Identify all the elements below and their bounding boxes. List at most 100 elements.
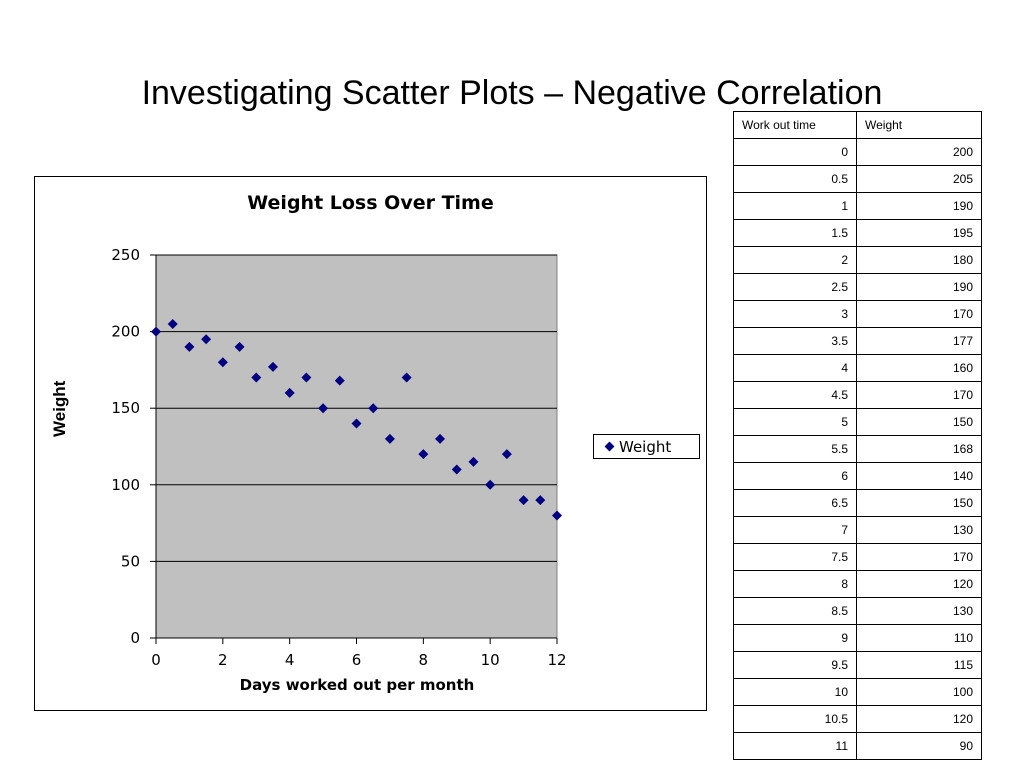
x-tick-label: 6 — [352, 651, 362, 669]
table-row: 10.5 120 — [733, 705, 982, 733]
table-cell-work-out-time: 3 — [733, 300, 857, 328]
data-point — [518, 495, 529, 506]
table-cell-weight: 130 — [856, 516, 982, 544]
legend-diamond-icon — [604, 441, 615, 452]
table-cell-work-out-time: 5 — [733, 408, 857, 436]
scatter-chart: 0 50 100 150 200 250 0 2 4 6 8 10 12 — [111, 246, 566, 669]
table-cell-weight: 205 — [856, 165, 982, 193]
table-row: 10 100 — [733, 678, 982, 706]
table-cell-work-out-time: 0 — [733, 138, 857, 166]
data-point — [301, 372, 312, 383]
chart-legend: Weight — [593, 434, 700, 459]
y-tick-label: 50 — [121, 552, 140, 570]
table-row: 2.5 190 — [733, 273, 982, 301]
table-cell-weight: 168 — [856, 435, 982, 463]
data-point — [552, 510, 562, 521]
table-cell-work-out-time: 2.5 — [733, 273, 857, 301]
data-point — [351, 418, 362, 429]
table-header-weight: Weight — [856, 111, 982, 139]
table-row: 7 130 — [733, 516, 982, 544]
table-row: 3 170 — [733, 300, 982, 328]
x-tick-label: 0 — [151, 651, 161, 669]
table-cell-weight: 140 — [856, 462, 982, 490]
table-row: 6 140 — [733, 462, 982, 490]
y-tick-label: 100 — [111, 476, 140, 494]
table-row: 9 110 — [733, 624, 982, 652]
data-point — [318, 403, 329, 414]
table-row: 8.5 130 — [733, 597, 982, 625]
table-cell-weight: 150 — [856, 408, 982, 436]
table-row: 0.5 205 — [733, 165, 982, 193]
data-point — [284, 387, 295, 398]
table-cell-weight: 115 — [856, 651, 982, 679]
table-cell-work-out-time: 11 — [733, 732, 857, 760]
table-row: 6.5 150 — [733, 489, 982, 517]
table-cell-work-out-time: 8.5 — [733, 597, 857, 625]
table-cell-weight: 170 — [856, 381, 982, 409]
table-row: 5 150 — [733, 408, 982, 436]
data-point — [418, 449, 429, 460]
table-cell-weight: 170 — [856, 543, 982, 571]
y-tick-label: 200 — [111, 323, 140, 341]
table-cell-work-out-time: 4.5 — [733, 381, 857, 409]
table-cell-work-out-time: 9.5 — [733, 651, 857, 679]
x-tick-label: 10 — [481, 651, 500, 669]
table-cell-weight: 120 — [856, 570, 982, 598]
table-cell-weight: 130 — [856, 597, 982, 625]
table-cell-work-out-time: 1 — [733, 192, 857, 220]
table-cell-weight: 90 — [856, 732, 982, 760]
table-cell-weight: 160 — [856, 354, 982, 382]
chart-frame: 0 50 100 150 200 250 0 2 4 6 8 10 12 Weight Loss Ove… — [34, 176, 707, 711]
table-row: 7.5 170 — [733, 543, 982, 571]
table-cell-work-out-time: 10 — [733, 678, 857, 706]
table-cell-weight: 170 — [856, 300, 982, 328]
table-cell-weight: 190 — [856, 273, 982, 301]
table-row: 5.5 168 — [733, 435, 982, 463]
table-cell-work-out-time: 0.5 — [733, 165, 857, 193]
x-tick-label: 12 — [547, 651, 566, 669]
data-point — [368, 403, 379, 414]
table-cell-work-out-time: 3.5 — [733, 327, 857, 355]
data-point — [501, 449, 512, 460]
table-cell-weight: 195 — [856, 219, 982, 247]
table-cell-weight: 110 — [856, 624, 982, 652]
data-point — [451, 464, 462, 475]
table-cell-weight: 190 — [856, 192, 982, 220]
table-body: 0 200 0.5 205 1 190 1.5 195 2 180 2.5 190 3 170 3.5 177… — [733, 138, 982, 760]
data-point — [384, 433, 395, 444]
data-point — [217, 357, 228, 368]
table-cell-weight: 150 — [856, 489, 982, 517]
data-point — [151, 326, 161, 337]
table-row: 9.5 115 — [733, 651, 982, 679]
table-header-work-out-time: Work out time — [733, 111, 857, 139]
table-cell-weight: 180 — [856, 246, 982, 274]
data-point — [468, 456, 479, 467]
data-table: Work out time Weight 0 200 0.5 205 1 190 1.5 19… — [733, 111, 982, 760]
data-point — [334, 375, 345, 386]
chart-title: Weight Loss Over Time — [247, 192, 494, 214]
table-cell-work-out-time: 7.5 — [733, 543, 857, 571]
legend-label: Weight — [619, 437, 672, 456]
x-tick-label: 8 — [419, 651, 429, 669]
table-cell-work-out-time: 4 — [733, 354, 857, 382]
table-cell-work-out-time: 10.5 — [733, 705, 857, 733]
y-tick-label: 250 — [111, 246, 140, 264]
table-row: 2 180 — [733, 246, 982, 274]
table-cell-weight: 100 — [856, 678, 982, 706]
x-axis-label: Days worked out per month — [239, 676, 475, 694]
slide-title: Investigating Scatter Plots – Negative C… — [141, 74, 883, 112]
table-row: 4 160 — [733, 354, 982, 382]
table-cell-work-out-time: 6.5 — [733, 489, 857, 517]
table-cell-work-out-time: 2 — [733, 246, 857, 274]
data-point — [267, 361, 278, 372]
x-tick-label: 4 — [285, 651, 295, 669]
table-cell-work-out-time: 9 — [733, 624, 857, 652]
table-cell-work-out-time: 5.5 — [733, 435, 857, 463]
table-cell-work-out-time: 7 — [733, 516, 857, 544]
data-point — [535, 495, 546, 506]
data-point — [485, 479, 496, 490]
x-tick-label: 2 — [218, 651, 228, 669]
data-point — [251, 372, 262, 383]
